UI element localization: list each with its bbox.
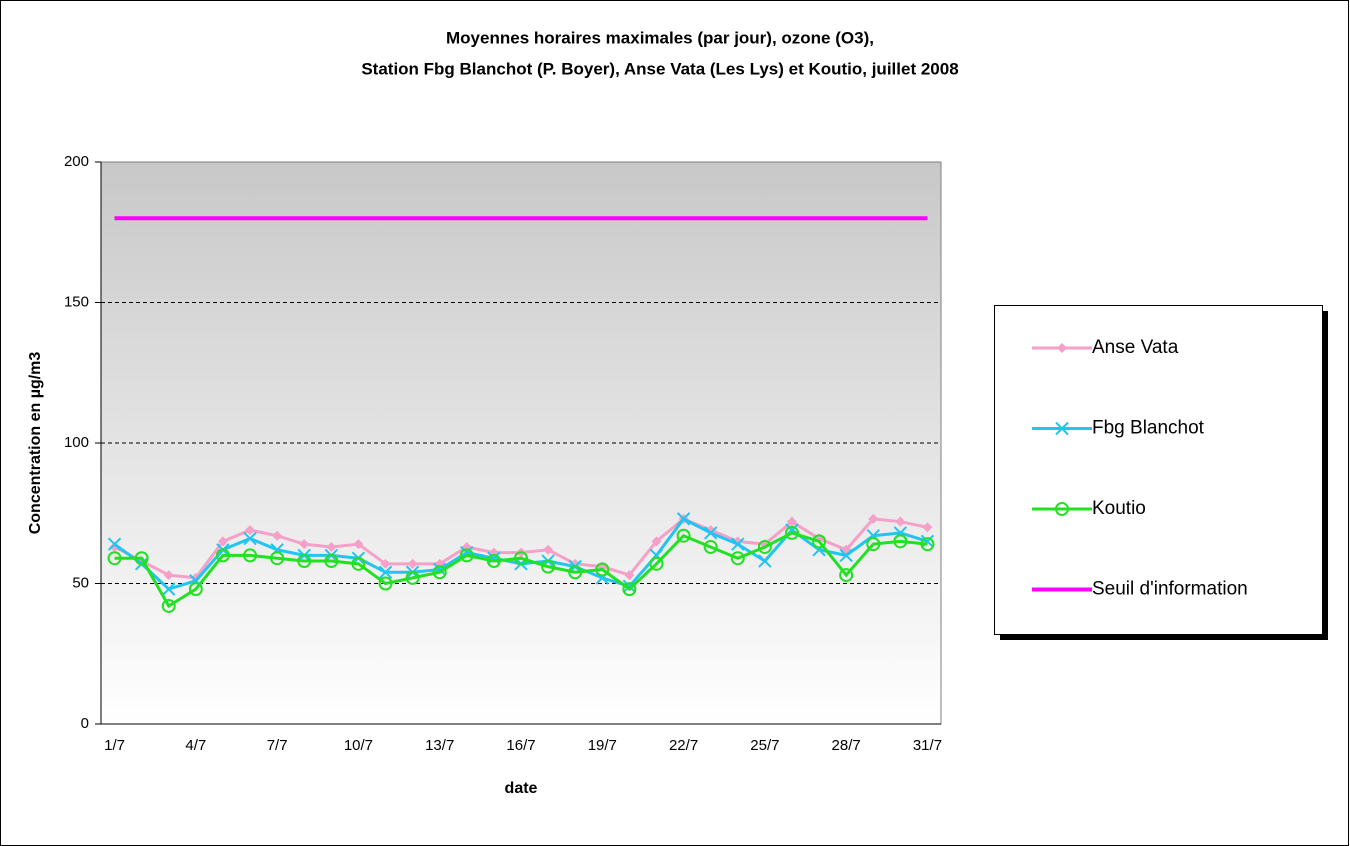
marker (595, 562, 610, 577)
marker (270, 551, 285, 566)
x-tick-label: 22/7 (669, 737, 698, 754)
marker (134, 551, 149, 566)
marker (107, 537, 122, 551)
marker (163, 570, 174, 581)
x-tick-label: 13/7 (425, 737, 454, 754)
marker (676, 528, 691, 543)
marker (543, 544, 554, 555)
marker (514, 551, 528, 566)
marker (459, 548, 474, 563)
marker (839, 548, 853, 563)
marker (161, 598, 176, 613)
x-tick-label: 10/7 (344, 737, 373, 754)
marker (839, 568, 854, 583)
marker (272, 530, 283, 541)
x-tick-label: 28/7 (832, 737, 861, 754)
legend-label: Seuil d'information (1092, 579, 1248, 600)
y-tick-label: 200 (64, 153, 89, 170)
marker (1055, 421, 1069, 436)
chart-title: Moyennes horaires maximales (par jour), … (446, 28, 874, 47)
marker (299, 539, 310, 550)
marker (622, 582, 637, 597)
marker (922, 522, 933, 533)
marker (378, 565, 393, 579)
marker (353, 539, 364, 550)
legend-label: Anse Vata (1092, 337, 1179, 358)
marker (649, 556, 664, 571)
marker (1057, 343, 1067, 353)
marker (622, 579, 637, 594)
series-line (114, 531, 928, 609)
marker (786, 516, 797, 527)
marker (866, 537, 881, 552)
marker (730, 551, 745, 566)
marker (245, 525, 256, 536)
x-tick-label: 25/7 (750, 737, 779, 754)
marker (541, 559, 556, 574)
y-tick-label: 150 (64, 293, 89, 310)
x-tick-label: 1/7 (104, 737, 125, 754)
marker (188, 582, 203, 597)
marker (758, 554, 772, 568)
y-tick-label: 50 (72, 574, 89, 591)
y-tick-label: 0 (81, 715, 89, 732)
x-axis-title: date (505, 780, 538, 797)
marker (568, 565, 583, 580)
marker (324, 554, 339, 569)
marker (378, 576, 393, 591)
marker (486, 554, 501, 569)
y-axis-title: Concentration en µg/m3 (27, 352, 44, 535)
marker (215, 548, 230, 563)
marker (407, 558, 418, 569)
legend-label: Koutio (1092, 498, 1146, 519)
marker (243, 548, 258, 563)
marker (487, 551, 501, 565)
marker (326, 541, 337, 552)
marker (893, 534, 908, 549)
marker (107, 551, 122, 566)
x-tick-label: 4/7 (185, 737, 206, 754)
marker (731, 537, 745, 551)
legend-label: Fbg Blanchot (1092, 418, 1205, 439)
marker (703, 539, 718, 554)
marker (757, 539, 772, 554)
marker (920, 534, 935, 549)
marker (624, 570, 635, 581)
x-tick-label: 7/7 (267, 737, 288, 754)
marker (380, 558, 391, 569)
x-tick-label: 31/7 (913, 737, 942, 754)
marker (243, 531, 257, 546)
marker (868, 513, 879, 524)
marker (895, 516, 906, 527)
y-tick-label: 100 (64, 434, 89, 451)
legend (994, 305, 1323, 635)
marker (676, 512, 691, 526)
marker (812, 534, 827, 549)
marker (297, 554, 312, 569)
marker (784, 525, 799, 540)
marker (162, 582, 176, 596)
chart-title: Station Fbg Blanchot (P. Boyer), Anse Va… (361, 59, 958, 78)
marker (432, 565, 447, 580)
marker (703, 526, 718, 540)
marker (920, 537, 935, 552)
marker (1055, 502, 1069, 516)
marker (651, 536, 662, 547)
marker (351, 556, 366, 571)
marker (405, 570, 420, 585)
marker (217, 536, 228, 547)
x-tick-label: 16/7 (506, 737, 535, 754)
x-tick-label: 19/7 (588, 737, 617, 754)
